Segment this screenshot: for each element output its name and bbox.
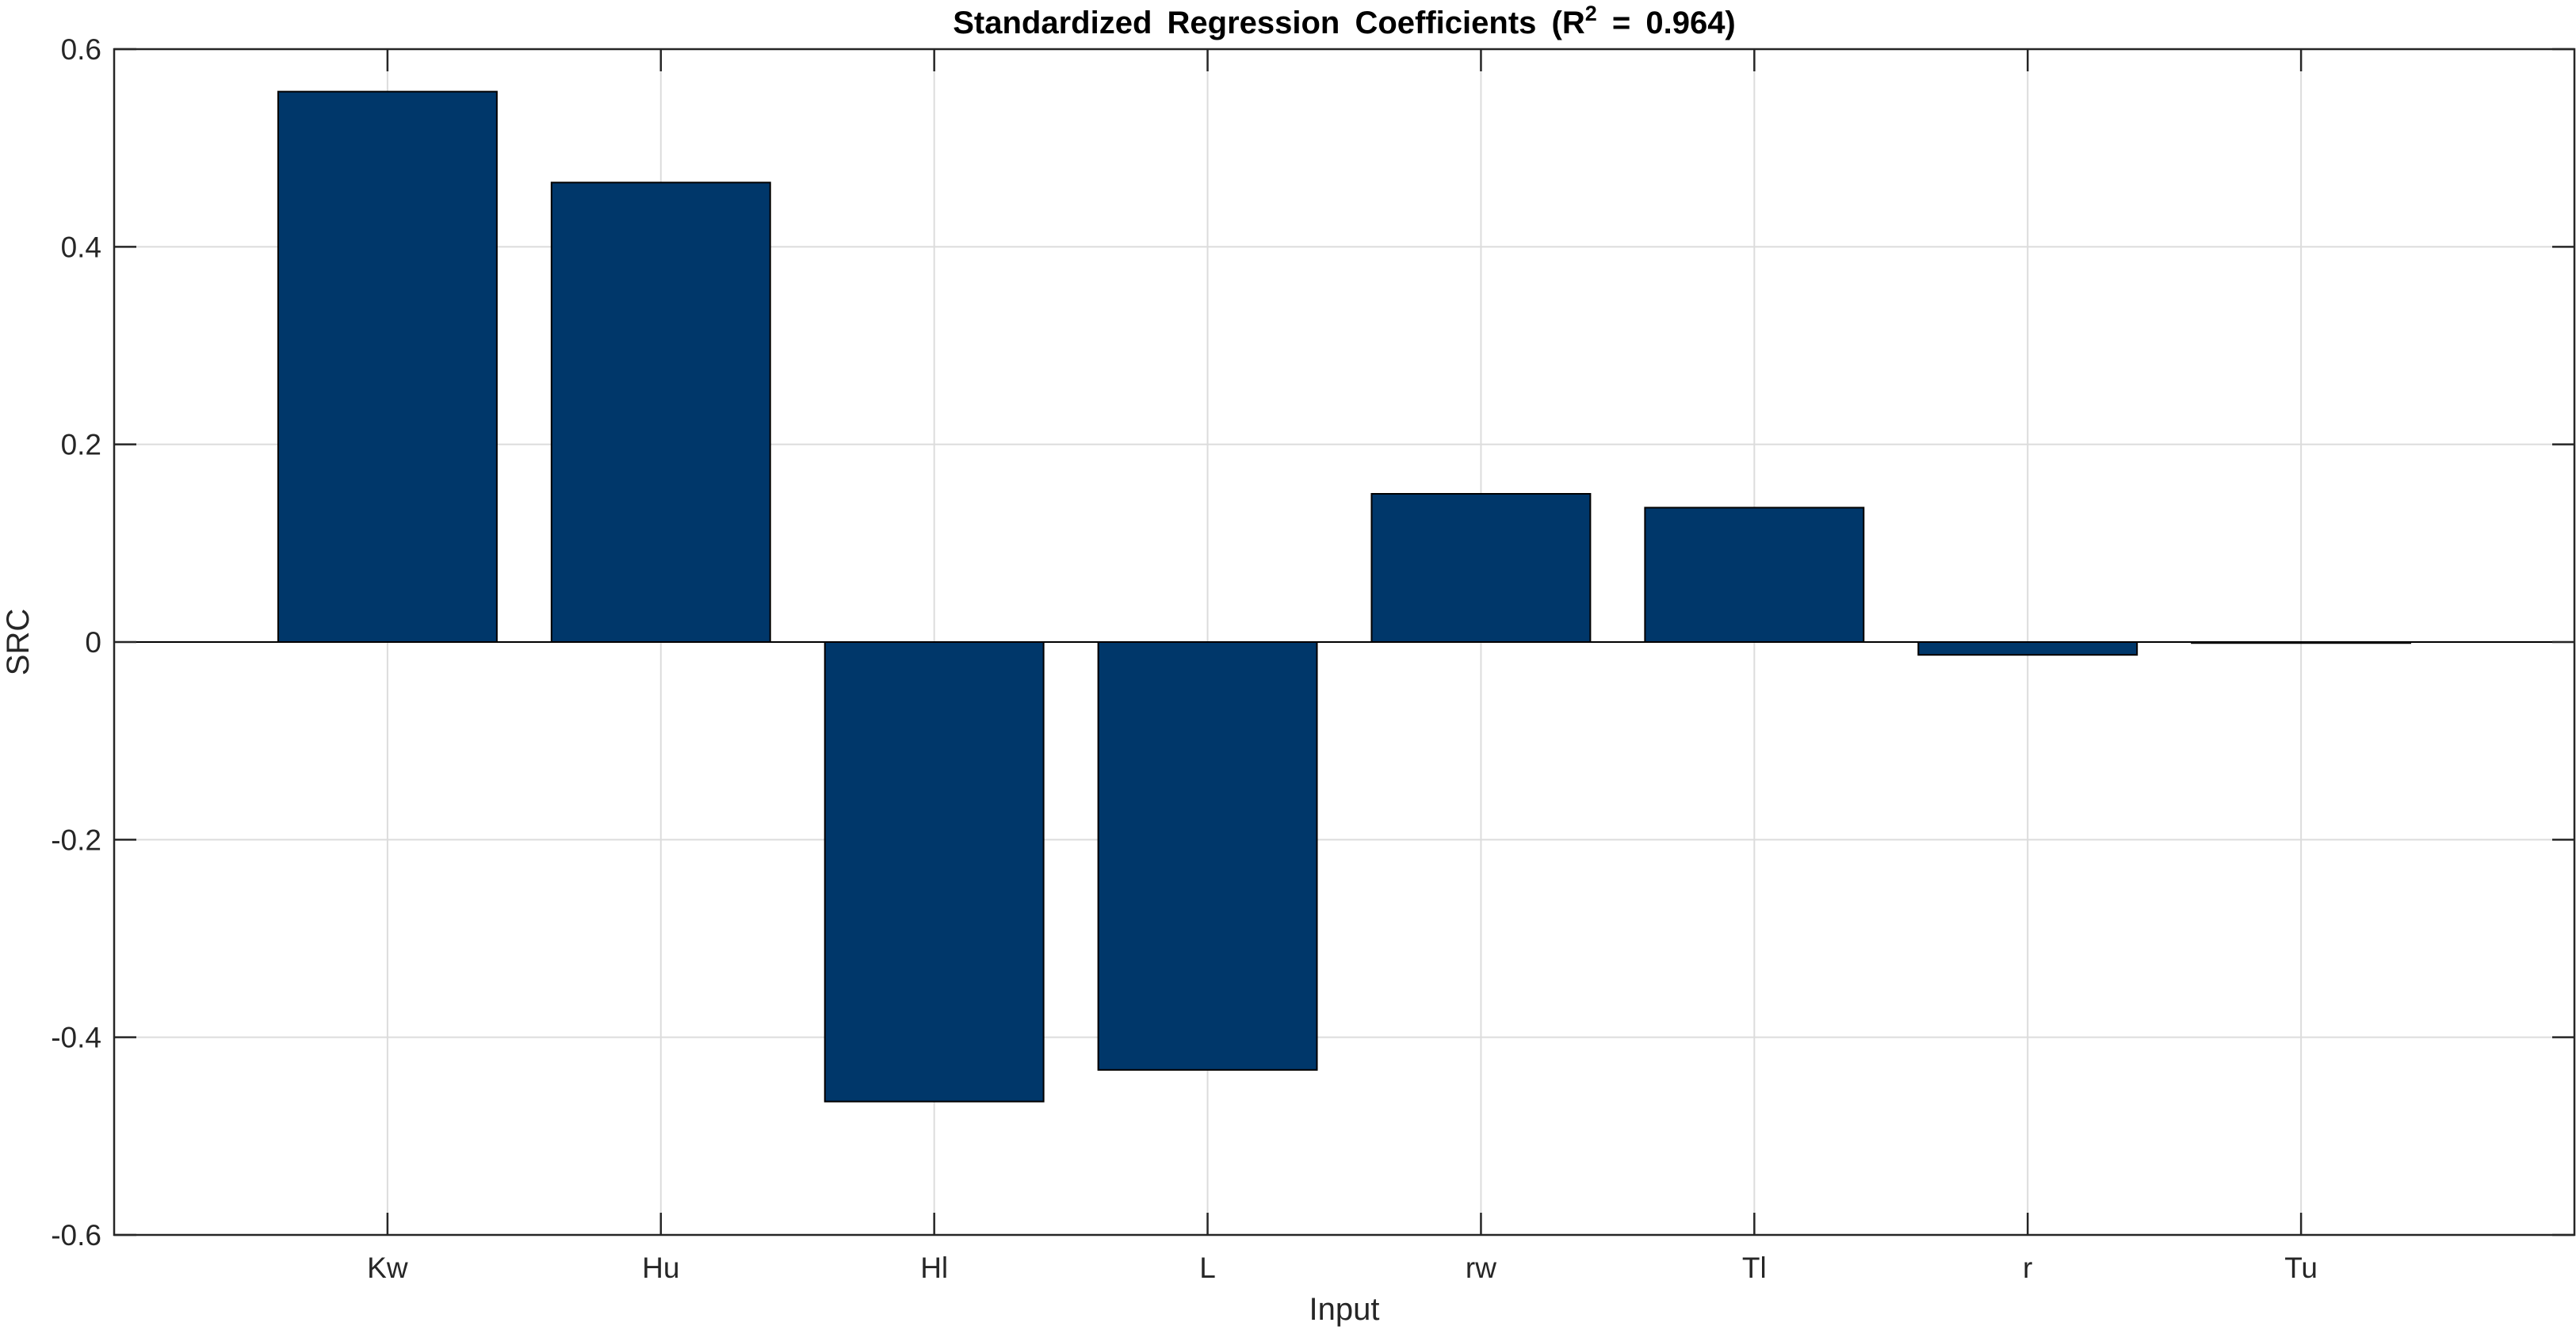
y-tick-label: 0 (85, 626, 101, 659)
y-tick-label: 0.2 (61, 429, 101, 461)
x-tick-label: r (2023, 1252, 2032, 1284)
y-tick-label: -0.4 (51, 1022, 101, 1054)
bar-tl (1644, 506, 1865, 643)
bar-layer (277, 90, 2412, 1103)
chart-title-superscript: 2 (1585, 2, 1597, 25)
y-tick-label: 0.4 (61, 231, 101, 263)
chart-title-suffix: = 0.964) (1597, 6, 1736, 40)
y-tick-label: -0.2 (51, 824, 101, 856)
x-tick-label: Tl (1742, 1252, 1767, 1284)
x-tick-label: Tu (2284, 1252, 2318, 1284)
chart-title-main: Standardized Regression Coefficients (R (953, 6, 1585, 40)
x-tick-label: Hu (642, 1252, 679, 1284)
x-tick-label: Kw (367, 1252, 408, 1284)
y-axis-label: SRC (1, 609, 36, 675)
y-tick-label: -0.6 (51, 1219, 101, 1252)
x-tick-label: Hl (920, 1252, 948, 1284)
chart-title: Standardized Regression Coefficients (R2… (953, 2, 1736, 40)
bar-l (1097, 641, 1318, 1071)
bar-hl (824, 641, 1045, 1103)
bar-kw (277, 90, 498, 643)
x-tick-label: L (1199, 1252, 1216, 1284)
bar-hu (550, 182, 771, 644)
bar-r (1917, 641, 2138, 656)
x-tick-label: rw (1466, 1252, 1496, 1284)
x-axis-label: Input (1309, 1292, 1380, 1327)
y-tick-label: 0.6 (61, 33, 101, 66)
bar-rw (1370, 493, 1592, 643)
